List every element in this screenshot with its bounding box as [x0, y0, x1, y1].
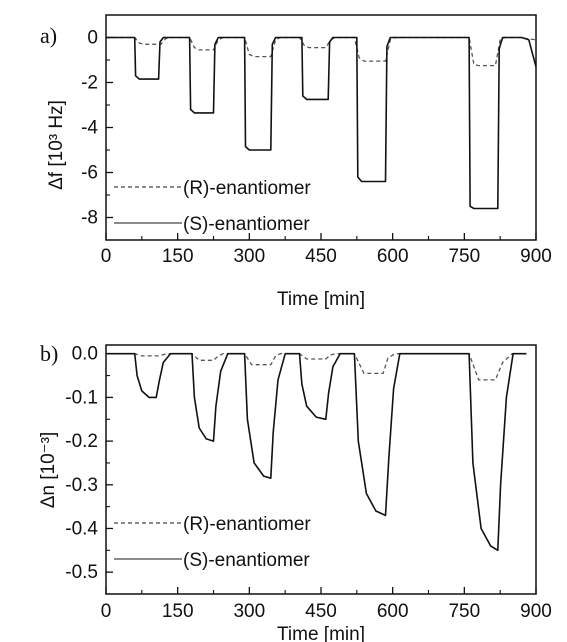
x-tick-label-a: 900 — [520, 246, 552, 267]
y-tick-label-b: -0.1 — [65, 387, 98, 408]
x-tick-label-b: 600 — [377, 601, 409, 622]
panel-b-label: b) — [40, 341, 58, 366]
y-tick-label-b: 0.0 — [72, 344, 98, 365]
panel-a-label: a) — [40, 23, 57, 48]
x-tick-label-a: 600 — [377, 246, 409, 267]
legend-a: (R)-enantiomer (S)-enantiomer — [114, 178, 311, 235]
y-tick-label-a: -6 — [81, 163, 98, 184]
y-tick-label-a: 0 — [87, 28, 98, 49]
series-group-a — [106, 36, 537, 210]
tick-group-b: 0 150 300 450 600 750 900 0.0 -0.1 -0.2 -0.3 -0.4 -0… — [65, 344, 552, 622]
y-tick-label-b: -0.3 — [65, 475, 98, 496]
plot-frame-b — [105, 344, 537, 595]
series-line-s-enantiomer-a — [106, 36, 537, 210]
panel-b-chart: b) 0 150 300 450 600 750 900 0.0 -0.1 -0.2 -0.3 -0.… — [38, 341, 552, 642]
y-tick-label-a: -2 — [81, 73, 98, 94]
x-tick-label-b: 750 — [448, 601, 480, 622]
legend-label-r-enantiomer-b: (R)-enantiomer — [183, 514, 311, 535]
series-line-r-enantiomer-a — [106, 36, 537, 67]
legend-label-s-enantiomer-a: (S)-enantiomer — [183, 214, 310, 235]
y-axis-label-a: Δf [10³ Hz] — [46, 100, 67, 190]
legend-b: (R)-enantiomer (S)-enantiomer — [114, 514, 311, 571]
x-tick-label-b: 150 — [162, 601, 194, 622]
x-tick-label-b: 450 — [305, 601, 337, 622]
x-tick-label-a: 450 — [305, 246, 337, 267]
y-tick-label-b: -0.5 — [65, 562, 98, 583]
x-tick-label-a: 750 — [448, 246, 480, 267]
legend-label-s-enantiomer-b: (S)-enantiomer — [183, 550, 310, 571]
x-tick-label-a: 150 — [162, 246, 194, 267]
series-line-s-enantiomer-b — [106, 352, 527, 552]
tick-group-a: 0 150 300 450 600 750 900 0 -2 -4 -6 -8 — [81, 28, 552, 268]
x-tick-label-b: 900 — [520, 601, 552, 622]
x-tick-label-a: 300 — [233, 246, 265, 267]
x-tick-label-b: 300 — [233, 601, 265, 622]
panel-a-chart: a) 0 150 300 450 600 750 900 0 -2 -4 -6 -8 (R)-enan… — [40, 14, 552, 310]
series-group-b — [106, 352, 527, 552]
y-tick-label-a: -4 — [81, 118, 98, 139]
x-axis-label-b: Time [min] — [277, 624, 365, 642]
series-line-r-enantiomer-b — [106, 353, 527, 381]
x-tick-label-b: 0 — [101, 601, 112, 622]
y-axis-label-b: Δn [10⁻³] — [38, 432, 59, 509]
y-tick-label-b: -0.4 — [65, 518, 98, 539]
legend-label-r-enantiomer-a: (R)-enantiomer — [183, 178, 311, 199]
y-tick-label-b: -0.2 — [65, 431, 98, 452]
x-axis-label-a: Time [min] — [277, 289, 365, 310]
y-tick-label-a: -8 — [81, 208, 98, 229]
x-tick-label-a: 0 — [101, 246, 112, 267]
